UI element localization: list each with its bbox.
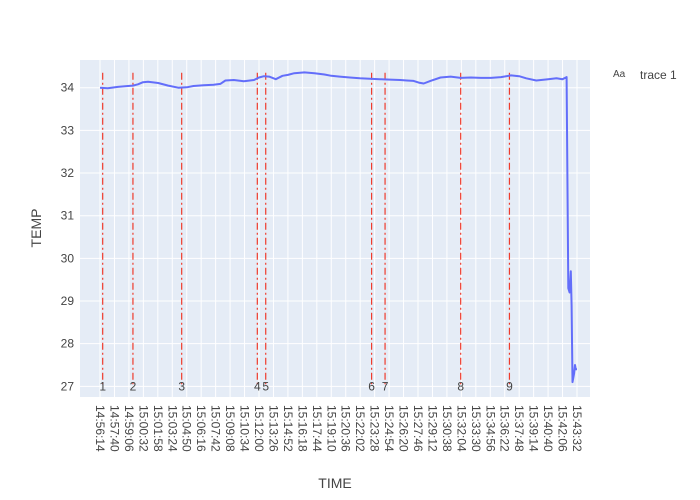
marker-label-8: 8: [457, 379, 464, 393]
plot-background: [80, 60, 590, 397]
marker-label-3: 3: [178, 379, 185, 393]
x-tick-label: 15:24:54: [382, 405, 396, 452]
x-tick-label: 15:16:18: [295, 405, 309, 452]
x-tick-label: 15:13:26: [266, 405, 280, 452]
x-tick-label: 15:36:22: [498, 405, 512, 452]
legend-swatch-icon: Aa: [613, 69, 626, 80]
x-tick-label: 14:57:40: [107, 405, 121, 452]
x-tick-label: 15:12:00: [252, 405, 266, 452]
x-tick-label: 15:34:56: [483, 405, 497, 452]
x-tick-label: 15:00:32: [136, 405, 150, 452]
marker-label-7: 7: [382, 379, 389, 393]
x-tick-label: 15:29:12: [425, 405, 439, 452]
marker-label-1: 1: [99, 379, 106, 393]
x-tick-label: 15:33:30: [469, 405, 483, 452]
y-tick-label: 33: [61, 123, 75, 137]
y-tick-label: 30: [61, 251, 75, 265]
series-layer: [99, 71, 577, 384]
y-tick-label: 32: [61, 166, 75, 180]
marker-label-9: 9: [506, 379, 513, 393]
x-tick-label: 15:14:52: [281, 405, 295, 452]
legend-entry-trace-1[interactable]: trace 1: [640, 68, 677, 82]
x-tick-label: 15:06:16: [194, 405, 208, 452]
y-tick-label: 34: [61, 81, 75, 95]
x-tick-label: 15:04:50: [180, 405, 194, 452]
x-tick-label: 15:20:36: [339, 405, 353, 452]
x-tick-label: 15:43:32: [570, 405, 584, 452]
y-tick-labels: 27 28 29 30 31 32 33 34: [61, 81, 75, 394]
x-tick-label: 15:09:08: [223, 405, 237, 452]
x-tick-label: 15:37:48: [512, 405, 526, 452]
marker-label-6: 6: [368, 379, 375, 393]
grid: [80, 60, 590, 397]
marker-label-4: 4: [254, 379, 261, 393]
x-tick-label: 15:01:58: [151, 405, 165, 452]
x-tick-label: 15:26:20: [397, 405, 411, 452]
x-tick-label: 15:30:38: [440, 405, 454, 452]
x-tick-label: 15:40:40: [541, 405, 555, 452]
x-tick-label: 15:07:42: [209, 405, 223, 452]
y-tick-label: 28: [61, 337, 75, 351]
series-line-1: [99, 71, 577, 384]
x-axis-label: TIME: [318, 475, 351, 491]
legend[interactable]: Aa trace 1: [613, 68, 677, 82]
x-tick-label: 15:39:14: [527, 405, 541, 452]
x-tick-label: 15:22:02: [353, 405, 367, 452]
marker-label-5: 5: [262, 379, 269, 393]
x-tick-labels: 14:56:14 14:57:40 14:59:06 15:00:32 15:01:58…: [93, 405, 584, 452]
x-tick-label: 15:27:46: [411, 405, 425, 452]
x-tick-label: 15:19:10: [324, 405, 338, 452]
x-tick-label: 14:59:06: [122, 405, 136, 452]
x-tick-label: 15:10:34: [238, 405, 252, 452]
y-tick-label: 31: [61, 209, 75, 223]
y-axis-label: TEMP: [28, 209, 44, 248]
x-tick-label: 15:03:24: [165, 405, 179, 452]
x-tick-label: 15:23:28: [368, 405, 382, 452]
x-tick-label: 15:32:04: [454, 405, 468, 452]
x-tick-label: 15:17:44: [310, 405, 324, 452]
x-tick-label: 15:42:06: [556, 405, 570, 452]
x-tick-label: 14:56:14: [93, 405, 107, 452]
marker-label-2: 2: [130, 379, 137, 393]
y-tick-label: 27: [61, 379, 75, 393]
y-tick-label: 29: [61, 294, 75, 308]
